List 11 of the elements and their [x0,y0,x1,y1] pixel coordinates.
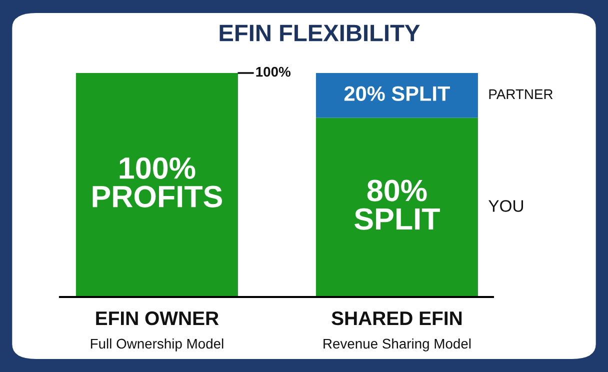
data-label: 20% SPLIT [344,86,450,101]
x-tick-label: EFIN OWNER [96,311,219,326]
data-label: 100% PROFITS [92,157,222,208]
series-label: YOU [488,200,523,212]
x-tick-label: SHARED EFIN [332,311,462,326]
chart-title: EFIN FLEXIBILITY [220,24,420,42]
text: Full Ownership Model [90,338,224,352]
text: Revenue Sharing Model [324,338,471,352]
annotation: 100% [256,66,291,77]
series-label: PARTNER [489,89,553,99]
data-label: 80% SPLIT [354,180,440,230]
